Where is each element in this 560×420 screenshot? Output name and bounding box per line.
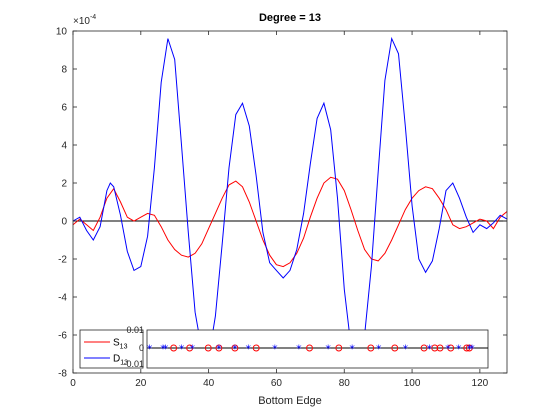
- series-line-d13: [72, 36, 508, 364]
- x-tick-label: 80: [339, 378, 351, 389]
- inset-blue-star-marker: *: [245, 343, 251, 356]
- inset-blue-star-marker: *: [216, 343, 222, 356]
- inset-blue-star-marker: *: [376, 343, 382, 356]
- inset-blue-star-marker: *: [403, 343, 409, 356]
- inset-red-circle-marker: [204, 344, 212, 352]
- inset-red-circle-marker: [367, 344, 375, 352]
- y-tick-label: 2: [61, 179, 67, 190]
- y-exponent-label: ×10-4: [73, 14, 96, 27]
- inset-blue-star-marker: *: [190, 343, 196, 356]
- inset-blue-star-marker: *: [469, 343, 475, 356]
- legend-label-main: D: [113, 354, 120, 365]
- inset-red-circle-marker: [463, 344, 471, 352]
- legend-box: [79, 329, 144, 369]
- axes-frame: [72, 30, 508, 374]
- x-tick-label: 60: [271, 378, 283, 389]
- inset-y-tick-label: 0.01: [126, 325, 144, 335]
- inset-blue-star-marker: *: [296, 343, 302, 356]
- y-exponent-base: ×10: [73, 16, 90, 27]
- inset-red-circle-marker: [186, 344, 194, 352]
- y-exponent-power: -4: [90, 14, 96, 21]
- x-axis-label: Bottom Edge: [258, 395, 322, 407]
- y-tick-label: -2: [58, 255, 67, 266]
- inset-red-circle-marker: [231, 344, 239, 352]
- inset-blue-star-marker: *: [427, 343, 433, 356]
- inset-y-tick-label: 0: [139, 343, 144, 353]
- inset-red-circle-marker: [447, 344, 455, 352]
- inset-red-circle-marker: [252, 344, 260, 352]
- series-line-s13: [72, 176, 508, 268]
- inset-blue-star-marker: *: [160, 343, 166, 356]
- x-tick-label: 120: [472, 378, 489, 389]
- x-tick-label: 0: [70, 378, 76, 389]
- inset-blue-star-marker: *: [445, 343, 451, 356]
- legend-label: D13: [113, 354, 128, 367]
- x-tick-label: 40: [203, 378, 215, 389]
- inset-red-circle-marker: [335, 344, 343, 352]
- inset-blue-star-marker: *: [349, 343, 355, 356]
- inset-blue-star-marker: *: [163, 343, 169, 356]
- x-tick-label: 20: [135, 378, 147, 389]
- inset-red-circle-marker: [436, 344, 444, 352]
- y-tick-label: -6: [58, 331, 67, 342]
- inset-red-circle-marker: [431, 344, 439, 352]
- legend-label: S13: [113, 338, 128, 351]
- y-tick-label: 8: [61, 65, 67, 76]
- y-tick-label: -8: [58, 369, 67, 380]
- inset-blue-star-marker: *: [456, 343, 462, 356]
- inset-blue-star-marker: *: [147, 343, 153, 356]
- legend-label-subscript: 13: [120, 344, 128, 351]
- inset-blue-star-marker: *: [467, 343, 473, 356]
- x-tick-label: 100: [404, 378, 421, 389]
- inset-axes: 0.010-0.01* ** * * * * * * * * * * * * * * **: [123, 325, 489, 369]
- main-axes: 0 20 40 60 80 100 120 -8 -6 -4 -2 0 2 4 6 8 10: [56, 27, 508, 389]
- inset-blue-star-marker: *: [232, 343, 238, 356]
- y-tick-label: 6: [61, 103, 67, 114]
- inset-red-circle-marker: [391, 344, 399, 352]
- inset-red-circle-marker: [306, 344, 313, 352]
- inset-red-circle-marker: [465, 344, 473, 352]
- inset-red-circle-marker: [170, 344, 178, 352]
- y-tick-label: 10: [56, 27, 68, 38]
- legend-label-main: S: [113, 338, 120, 349]
- chart-title: Degree = 13: [259, 12, 321, 24]
- plot-area: [73, 31, 507, 373]
- inset-frame: [146, 329, 489, 369]
- inset-blue-star-marker: *: [272, 343, 278, 356]
- inset-red-circle-marker: [420, 344, 428, 352]
- inset-red-circle-marker: [215, 344, 223, 352]
- inset-blue-star-marker: *: [179, 343, 185, 356]
- inset-blue-star-marker: *: [325, 343, 331, 356]
- legend-label-subscript: 13: [120, 360, 128, 367]
- y-tick-label: 4: [61, 141, 67, 152]
- y-tick-label: 0: [61, 217, 67, 228]
- inset-y-tick-label: -0.01: [123, 359, 144, 369]
- y-tick-label: -4: [58, 293, 67, 304]
